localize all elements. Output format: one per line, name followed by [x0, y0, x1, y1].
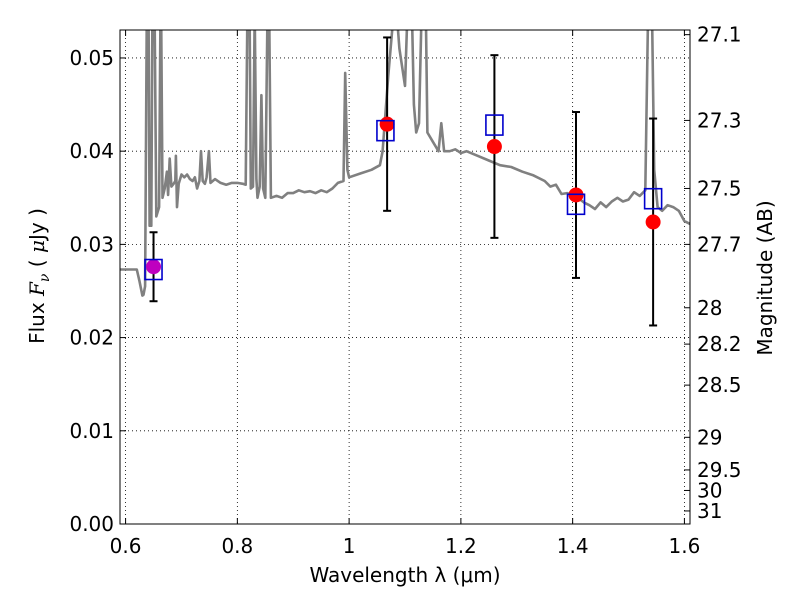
x-axis-label: Wavelength λ (μm)	[309, 563, 500, 587]
y2-tick-label: 28	[697, 296, 722, 320]
y-tick-label: 0.02	[69, 326, 114, 350]
model-photometry-square	[566, 193, 586, 216]
model-photometry-square	[643, 187, 663, 210]
model-photometry-square	[144, 258, 163, 281]
marker-layer	[144, 36, 663, 327]
y-tick-label: 0.00	[69, 512, 114, 536]
y-axis-label-prefix: Flux	[25, 296, 49, 344]
photometry-point	[379, 116, 395, 132]
y2-axis-label: Magnitude (AB)	[753, 200, 777, 355]
x-tick-label: 0.6	[110, 534, 142, 558]
y2-tick-label: 27.1	[697, 23, 742, 47]
x-tick-label: 1.2	[445, 534, 477, 558]
y2-tick-label: 27.3	[697, 108, 742, 132]
photometry-point	[486, 139, 502, 155]
x-tick-label: 1	[343, 534, 356, 558]
photometry-point	[146, 259, 162, 275]
tick-labels: 0.6 0.8 1 1.2 1.4 1.6 0.00 0.01 0.02 0.03 0.04 0.05…	[69, 23, 741, 558]
y2-tick-label: 27.7	[697, 232, 742, 256]
y-tick-label: 0.03	[69, 232, 114, 256]
photometry-point	[645, 214, 661, 230]
y-axis-label-symbol: F	[25, 281, 49, 297]
y-axis-label-unit-suffix: Jy )	[25, 208, 49, 242]
y-axis-label-subscript: ν	[37, 273, 53, 282]
y-tick-label: 0.05	[69, 46, 114, 70]
y2-tick-label: 29.5	[697, 458, 742, 482]
y2-tick-label: 30	[697, 478, 722, 502]
y2-tick-label: 29	[697, 425, 722, 449]
y2-tick-label: 28.2	[697, 332, 742, 356]
y-axis-label: Flux Fν ( μJy )	[25, 208, 53, 344]
y-tick-label: 0.01	[69, 419, 114, 443]
tick-marks	[120, 30, 690, 525]
y-axis-label-unit-prefix: (	[25, 253, 49, 274]
y2-tick-label: 27.5	[697, 176, 742, 200]
x-tick-label: 0.8	[221, 534, 253, 558]
model-photometry-square	[485, 114, 504, 136]
y2-tick-label: 28.5	[697, 373, 742, 397]
x-tick-label: 1.6	[669, 534, 701, 558]
model-photometry-square	[376, 119, 395, 142]
y2-tick-label: 31	[697, 499, 722, 523]
y-axis-label-unit-mu: μ	[25, 240, 49, 253]
x-tick-label: 1.4	[557, 534, 589, 558]
y-tick-label: 0.04	[69, 139, 114, 163]
plot-frame	[119, 29, 691, 525]
